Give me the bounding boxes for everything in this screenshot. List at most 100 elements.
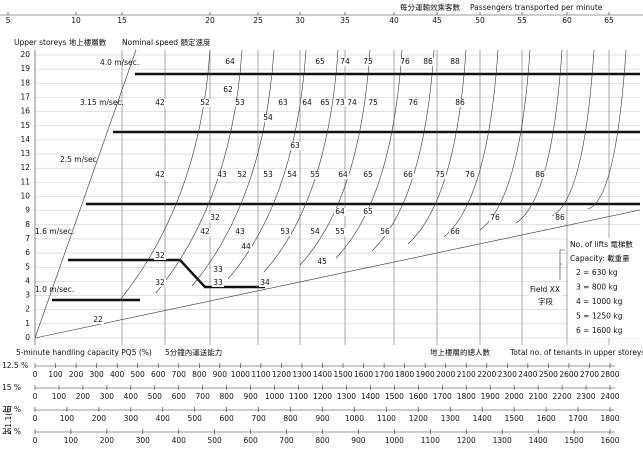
field-label: 32 xyxy=(210,213,220,222)
scale-tick-label: 100 xyxy=(60,414,75,423)
field-bg xyxy=(209,214,221,222)
scale-tick-label: 1300 xyxy=(493,436,512,445)
capacity-curve xyxy=(551,49,595,217)
scale-tick-label: 800 xyxy=(283,414,298,423)
scale-tick-label: 1400 xyxy=(473,414,492,423)
scale-tick-label: 0 xyxy=(33,414,38,423)
field-label: 54 xyxy=(263,113,273,122)
field-bg xyxy=(262,114,274,122)
scale-tick-label: 600 xyxy=(172,392,187,401)
scale-tick-label: 1000 xyxy=(265,392,284,401)
field-label: 76 xyxy=(465,170,475,179)
field-bg xyxy=(154,99,166,107)
scale-tick-label: 1200 xyxy=(457,436,476,445)
floor-label: 19 xyxy=(20,64,30,73)
field-bg xyxy=(362,171,374,179)
scale-tick-label: 1100 xyxy=(289,392,308,401)
scale-tick-label: 2400 xyxy=(518,370,537,379)
field-bg xyxy=(154,252,166,260)
floor-label: 16 xyxy=(20,107,30,116)
scale-tick-label: 2500 xyxy=(539,370,558,379)
field-label: 88 xyxy=(450,57,460,66)
scale-tick-label: 300 xyxy=(124,414,139,423)
field-label: 56 xyxy=(380,227,390,236)
floor-label: 20 xyxy=(20,50,30,59)
field-bg xyxy=(286,171,298,179)
field-bg xyxy=(301,99,313,107)
scale-tick-label: 400 xyxy=(110,370,125,379)
field-bg xyxy=(309,171,321,179)
side-note: 2.1.1(6) xyxy=(4,405,13,435)
capacity-curve xyxy=(263,49,339,273)
speed-label: 3.15 m/sec. xyxy=(80,98,124,107)
floor-label: 7 xyxy=(25,234,30,243)
scale-tick-label: 1600 xyxy=(600,436,619,445)
field-label: 76 xyxy=(400,57,410,66)
field-bg xyxy=(277,99,289,107)
scale-tick-label: 200 xyxy=(76,392,91,401)
field-bg xyxy=(319,99,331,107)
field-label: 74 xyxy=(340,57,350,66)
floor-label: 8 xyxy=(25,220,30,229)
scale-label: 20 % xyxy=(2,405,21,414)
scale-tick-label: 2200 xyxy=(553,392,572,401)
scale-tick-label: 1800 xyxy=(395,370,414,379)
scale-tick-label: 1200 xyxy=(272,370,291,379)
legend-field: Field XX xyxy=(530,285,560,294)
field-label: 32 xyxy=(155,278,165,287)
top-title-zh: 每分運輸效乘客數 xyxy=(400,2,460,12)
field-label: 76 xyxy=(490,213,500,222)
scale-tick-label: 2000 xyxy=(436,370,455,379)
speed-boundary xyxy=(34,49,137,339)
field-bg xyxy=(279,228,291,236)
scale-label: 25 % xyxy=(2,427,21,436)
floor-label: 10 xyxy=(20,192,30,201)
capacity-curve xyxy=(191,49,275,287)
scale-tick-label: 800 xyxy=(315,436,330,445)
field-bg xyxy=(362,58,374,66)
scale-tick-label: 1400 xyxy=(313,370,332,379)
floor-label: 6 xyxy=(25,248,30,257)
capacity-curve xyxy=(407,49,467,245)
tenants-en: Total no. of tenants in upper storeys xyxy=(509,348,643,357)
field-label: 64 xyxy=(335,207,345,216)
scale-tick-label: 1500 xyxy=(565,436,584,445)
field-label: 64 xyxy=(302,98,312,107)
field-bg xyxy=(199,228,211,236)
field-label: 86 xyxy=(535,170,545,179)
scale-tick-label: 1500 xyxy=(333,370,352,379)
scale-tick-label: 200 xyxy=(100,436,115,445)
field-bg xyxy=(154,171,166,179)
field-bg xyxy=(399,58,411,66)
field-bg xyxy=(554,214,566,222)
capacity-curve xyxy=(371,49,435,252)
top-title-en: Passengers transported per minute xyxy=(470,3,603,12)
field-label: 55 xyxy=(335,227,345,236)
scale-tick-label: 2000 xyxy=(505,392,524,401)
field-label: 43 xyxy=(217,170,227,179)
scale-tick-label: 1800 xyxy=(457,392,476,401)
scale-tick-label: 1900 xyxy=(416,370,435,379)
legend-lifts: No. of lifts 電梯數 xyxy=(570,239,633,249)
scale-tick-label: 0 xyxy=(33,370,38,379)
scale-tick-label: 2200 xyxy=(477,370,496,379)
field-label: 42 xyxy=(155,170,165,179)
capacity-curve xyxy=(155,49,243,294)
top-tick-label: 15 xyxy=(117,16,127,25)
field-label: 66 xyxy=(450,227,460,236)
field-bg xyxy=(92,316,104,324)
scale-tick-label: 1000 xyxy=(385,436,404,445)
field-label: 75 xyxy=(435,170,445,179)
field-bg xyxy=(434,171,446,179)
top-tick-label: 10 xyxy=(71,16,81,25)
scale-tick-label: 2100 xyxy=(529,392,548,401)
floor-label: 3 xyxy=(25,291,30,300)
scale-tick-label: 0 xyxy=(33,436,38,445)
field-bg xyxy=(199,99,211,107)
top-tick-label: 30 xyxy=(295,16,305,25)
floor-label: 9 xyxy=(25,206,30,215)
scale-tick-label: 100 xyxy=(48,370,63,379)
field-label: 75 xyxy=(368,98,378,107)
field-label: 63 xyxy=(278,98,288,107)
scale-tick-label: 200 xyxy=(92,414,107,423)
